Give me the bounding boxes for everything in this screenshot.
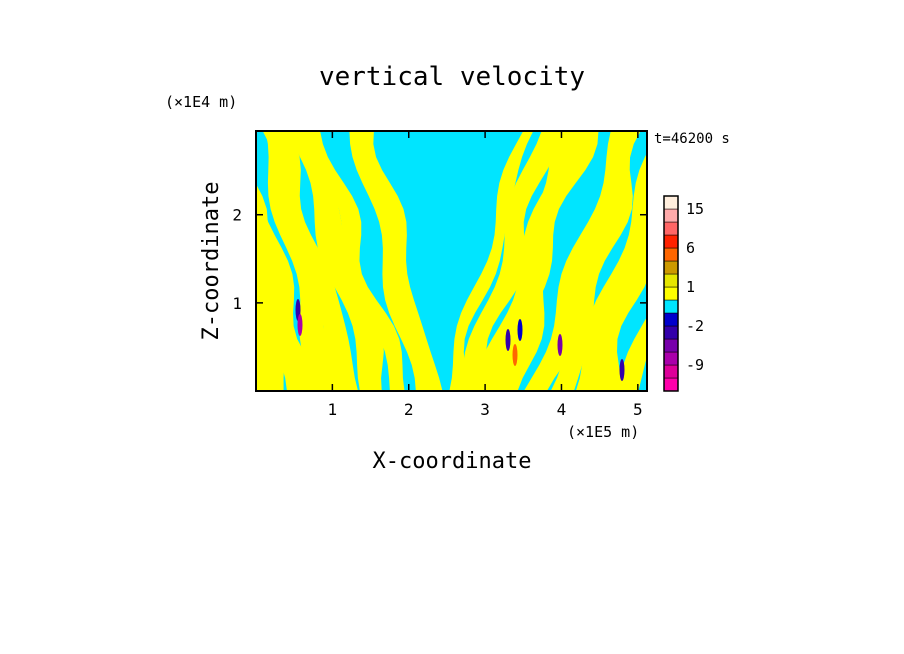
colorbar-swatch bbox=[663, 312, 679, 327]
x-tick-label: 1 bbox=[328, 400, 338, 419]
velocity-cell bbox=[517, 319, 523, 341]
velocity-cell bbox=[297, 314, 303, 336]
colorbar-swatch bbox=[663, 351, 679, 366]
y-axis: 12 bbox=[232, 206, 647, 313]
positive-band bbox=[256, 185, 330, 391]
velocity-cell bbox=[512, 344, 518, 366]
x-tick-label: 2 bbox=[404, 400, 414, 419]
colorbar-swatch bbox=[663, 286, 679, 301]
y-axis-title: Z-coordinate bbox=[199, 182, 224, 341]
positive-band bbox=[575, 153, 647, 391]
colorbar-swatch bbox=[663, 338, 679, 353]
y-units-label: (×1E4 m) bbox=[165, 93, 237, 111]
positive-band bbox=[599, 161, 647, 391]
velocity-cell bbox=[505, 329, 511, 351]
positive-band bbox=[550, 131, 641, 391]
positive-band bbox=[461, 131, 562, 391]
positive-band bbox=[618, 316, 647, 391]
colorbar-swatch bbox=[663, 364, 679, 379]
colorbar-label: 6 bbox=[686, 239, 695, 257]
colorbar-swatch bbox=[663, 299, 679, 314]
colorbar-label: 15 bbox=[686, 200, 704, 218]
velocity-field bbox=[256, 131, 647, 391]
velocity-cell bbox=[619, 359, 625, 381]
x-axis: 1 2 3 4 5 bbox=[328, 131, 643, 419]
colorbar-label: -9 bbox=[686, 356, 704, 374]
y-tick-label: 2 bbox=[232, 206, 242, 225]
colorbar-swatch bbox=[663, 221, 679, 236]
chart-title: vertical velocity bbox=[319, 62, 585, 92]
x-axis-title: X-coordinate bbox=[373, 449, 532, 474]
colorbar-swatch bbox=[663, 325, 679, 340]
colorbar-swatch bbox=[663, 260, 679, 275]
plot-frame bbox=[255, 130, 648, 392]
colorbar: 15 6 1 -2 -9 bbox=[663, 195, 704, 392]
colorbar-swatch bbox=[663, 273, 679, 288]
positive-band bbox=[497, 131, 574, 391]
colorbar-swatch bbox=[663, 247, 679, 262]
x-tick-label: 3 bbox=[480, 400, 490, 419]
positive-band bbox=[285, 131, 384, 391]
positive-band bbox=[262, 131, 359, 391]
colorbar-swatch bbox=[663, 377, 679, 392]
x-tick-label: 5 bbox=[633, 400, 643, 419]
y-tick-label: 1 bbox=[232, 294, 242, 313]
colorbar-label: -2 bbox=[686, 317, 704, 335]
colorbar-frame bbox=[663, 195, 679, 392]
positive-band bbox=[349, 131, 443, 391]
colorbar-swatch bbox=[663, 234, 679, 249]
colorbar-swatch bbox=[663, 195, 679, 210]
colorbar-label: 1 bbox=[686, 278, 695, 296]
x-units-label: (×1E5 m) bbox=[567, 423, 639, 441]
colorbar-swatch bbox=[663, 208, 679, 223]
positive-band bbox=[301, 131, 405, 391]
x-tick-label: 4 bbox=[557, 400, 567, 419]
time-label: t=46200 s bbox=[654, 131, 730, 147]
velocity-cell bbox=[557, 334, 563, 356]
